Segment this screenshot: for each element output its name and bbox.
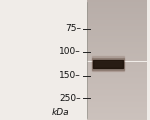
Bar [87, 15, 147, 17]
Bar [87, 27, 147, 29]
Bar [87, 35, 147, 36]
Bar [87, 21, 147, 23]
Bar [87, 67, 147, 69]
Bar [87, 7, 147, 9]
Bar [87, 114, 147, 115]
Bar [87, 14, 147, 15]
Bar [87, 60, 147, 61]
Text: 150–: 150– [59, 71, 81, 80]
Bar [87, 117, 147, 119]
Bar [87, 2, 147, 3]
Bar [87, 85, 147, 87]
Bar [87, 49, 147, 51]
Bar [87, 23, 147, 24]
Bar [87, 93, 147, 95]
Bar [87, 19, 147, 21]
Bar [87, 44, 147, 45]
Bar [87, 97, 147, 99]
Bar [87, 78, 147, 79]
Bar [87, 65, 147, 66]
Bar [87, 39, 147, 41]
Text: 250–: 250– [59, 94, 81, 103]
Bar [87, 99, 147, 101]
Bar [87, 9, 147, 11]
Bar [87, 0, 147, 2]
Bar [93, 60, 123, 67]
Bar [87, 42, 147, 44]
Bar [87, 66, 147, 67]
Bar [87, 119, 147, 120]
Bar [87, 37, 147, 39]
Bar [87, 69, 147, 71]
Bar [92, 56, 124, 71]
Bar [87, 11, 147, 12]
Bar [87, 4, 147, 6]
Text: 75–: 75– [65, 24, 81, 33]
Bar [87, 105, 147, 107]
Bar [87, 113, 147, 114]
Bar [87, 54, 147, 55]
Text: kDa: kDa [51, 108, 69, 117]
Bar [87, 30, 147, 31]
Bar [87, 110, 147, 111]
Bar [87, 96, 147, 97]
Bar [87, 95, 147, 96]
Bar [87, 83, 147, 84]
Bar [87, 90, 147, 91]
Bar [87, 36, 147, 37]
Bar [87, 18, 147, 19]
Bar [87, 115, 147, 117]
Bar [87, 108, 147, 109]
Bar [87, 73, 147, 75]
Bar [87, 29, 147, 30]
Bar [87, 26, 147, 27]
Bar [87, 72, 147, 73]
Bar [87, 59, 147, 60]
Bar [87, 3, 147, 4]
Bar [92, 58, 124, 70]
Bar [87, 61, 147, 63]
Bar [87, 111, 147, 113]
Bar [0, 0, 87, 120]
Bar [87, 75, 147, 77]
Bar [87, 48, 147, 49]
Bar [87, 17, 147, 18]
Text: 100–: 100– [59, 47, 81, 56]
Bar [87, 41, 147, 42]
Bar [87, 87, 147, 89]
Bar [87, 12, 147, 14]
Bar [87, 45, 147, 46]
Bar [87, 107, 147, 108]
Bar [87, 57, 147, 59]
Bar [87, 92, 147, 93]
Bar [87, 53, 147, 54]
Bar [87, 63, 147, 65]
Bar [87, 89, 147, 90]
Bar [87, 77, 147, 78]
Bar [87, 102, 147, 103]
Bar [87, 100, 147, 102]
Bar [87, 24, 147, 26]
Bar [87, 33, 147, 35]
Bar [87, 80, 147, 81]
Bar [87, 84, 147, 85]
Bar [87, 46, 147, 48]
Bar [87, 6, 147, 7]
Bar [87, 55, 147, 57]
Bar [87, 51, 147, 53]
Bar [87, 71, 147, 72]
Bar [87, 81, 147, 83]
Bar [87, 103, 147, 105]
Bar [87, 31, 147, 33]
